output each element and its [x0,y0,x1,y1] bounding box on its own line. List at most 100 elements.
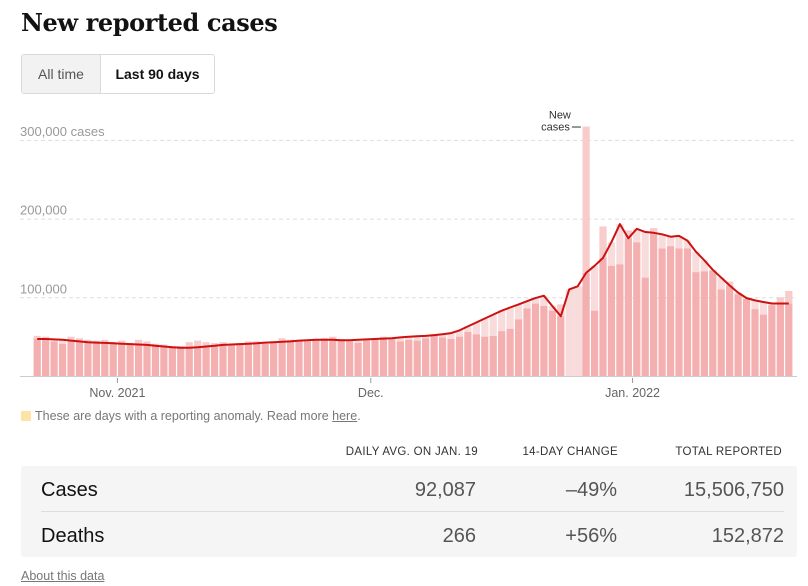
time-range-toggle: All time Last 90 days [21,54,215,94]
bar [785,303,793,376]
bar [244,343,252,376]
about-this-data-link[interactable]: About this data [21,569,105,583]
legend-text: These are days with a reporting anomaly.… [35,409,329,423]
bar-below-average-fill [641,231,649,278]
bar [295,340,303,376]
bar [143,344,151,376]
bar-below-average-fill [633,228,641,243]
y-tick-label: 200,000 [20,203,67,218]
bar-below-average-fill [455,330,464,337]
bar-below-average-fill [751,300,759,310]
anomaly-bar [574,286,583,376]
row-label: Cases [41,479,98,501]
bar [472,334,480,376]
bar-below-average-fill [548,305,556,311]
bar [692,272,700,376]
x-tick-label: Jan. 2022 [605,386,660,400]
bar [709,270,717,376]
bar [396,341,404,376]
bar [523,308,531,376]
bar [430,335,438,376]
annotation-line2: cases [541,122,570,134]
stats-table: Cases 92,087 –49% 15,506,750 Deaths 266 … [21,466,797,557]
bar [379,338,388,376]
total-value: 152,872 [711,525,784,547]
bar [498,331,506,376]
bar [33,339,41,376]
bar [371,339,379,376]
y-tick-label: 300,000 cases [20,124,105,139]
bar [413,340,421,376]
bar [633,242,641,376]
bar [776,303,784,376]
bar [514,319,523,376]
bar [134,344,143,376]
bar [210,345,219,376]
bar [531,303,540,376]
bar-above-average [244,341,252,344]
bar [126,344,134,376]
header-total-reported: Total reported [675,446,782,458]
bar [675,248,683,376]
bar [751,309,759,376]
read-more-link[interactable]: here [332,409,358,423]
bar-below-average-fill [759,302,768,315]
x-tick-label: Nov. 2021 [89,386,145,400]
bar [58,343,67,376]
bar [734,294,742,376]
bar-below-average-fill [472,322,480,335]
bar-below-average-fill [531,298,540,304]
tab-all-time[interactable]: All time [22,55,101,93]
bar [320,339,328,376]
bar-below-average-fill [717,277,725,290]
bar-below-average-fill [489,314,497,336]
bar [641,277,649,376]
bar-below-average-fill [481,318,489,337]
bar [177,347,185,376]
bar [506,328,514,376]
bar-above-average [118,340,126,344]
average-line-layer [37,223,789,349]
bar [624,238,632,376]
bar [438,337,447,376]
bar-below-average-fill [354,339,362,343]
bar-above-average [582,126,590,273]
seven-day-average-line [37,223,789,349]
bar [219,344,227,376]
bar [607,265,616,376]
bar-below-average-fill [692,251,700,273]
cases-chart: 100,000 200,000 300,000 cases Nov. 2021 Dec… [20,110,797,400]
bar [278,341,286,376]
bar-above-average [75,338,84,342]
bar-below-average-fill [498,310,506,332]
bar-above-average [624,230,632,239]
bar-below-average-fill [413,336,421,341]
bar [557,316,565,376]
bar-above-average [33,335,41,340]
bar [599,257,607,376]
bar-above-average [202,342,210,347]
bar [118,343,126,376]
x-axis: Nov. 2021 Dec. Jan. 2022 [20,376,797,400]
bar [92,342,100,376]
tab-last-90-days[interactable]: Last 90 days [101,55,214,93]
bar-above-average [785,291,793,304]
bar [160,346,168,376]
annotation-line1: New [549,110,571,122]
bar [67,340,75,376]
bar [286,341,295,376]
bar [270,342,278,376]
bar [683,248,692,376]
bar-above-average [219,342,227,345]
bar-below-average-fill [675,235,683,249]
bar [354,342,362,376]
bar-below-average-fill [666,236,675,247]
bar-below-average-fill [438,334,447,338]
table-row-deaths: Deaths 266 +56% 152,872 [41,512,784,557]
bar [455,336,464,376]
bar-below-average-fill [58,339,67,344]
x-tick-label: Dec. [358,386,384,400]
page-title: New reported cases [21,8,278,37]
bar-above-average [650,228,658,233]
bar-above-average [134,339,143,345]
